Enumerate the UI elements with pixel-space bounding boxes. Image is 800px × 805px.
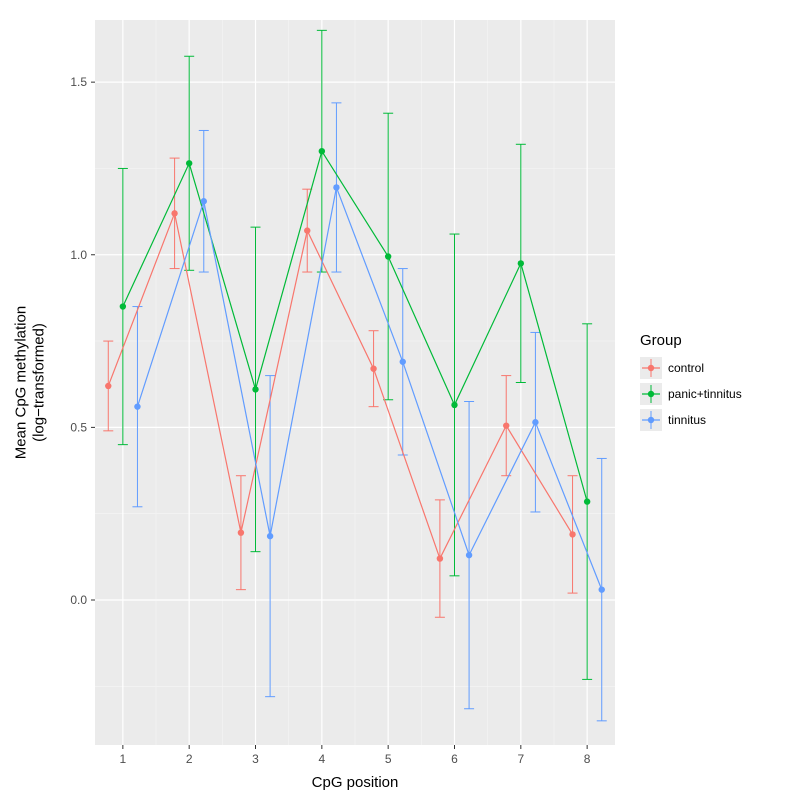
y-tick-label: 0.5 <box>70 420 87 434</box>
legend-key-point <box>648 365 654 371</box>
y-tick-label: 1.0 <box>70 248 87 262</box>
series-point <box>518 260 524 266</box>
series-point <box>333 184 339 190</box>
y-axis-title: Mean CpG methylation(log−transformed) <box>13 306 48 459</box>
series-point <box>319 148 325 154</box>
x-tick-label: 3 <box>252 752 259 766</box>
x-tick-label: 6 <box>451 752 458 766</box>
series-point <box>451 402 457 408</box>
y-tick-label: 0.0 <box>70 593 87 607</box>
series-point <box>370 365 376 371</box>
series-point <box>503 422 509 428</box>
legend-key-point <box>648 391 654 397</box>
x-tick-label: 1 <box>120 752 127 766</box>
series-point <box>105 383 111 389</box>
series-point <box>304 227 310 233</box>
series-point <box>120 303 126 309</box>
series-point <box>400 359 406 365</box>
x-axis-title: CpG position <box>312 774 399 791</box>
series-point <box>466 552 472 558</box>
series-point <box>385 253 391 259</box>
x-tick-label: 8 <box>584 752 591 766</box>
x-tick-label: 5 <box>385 752 392 766</box>
series-point <box>252 386 258 392</box>
series-point <box>267 533 273 539</box>
x-tick-label: 2 <box>186 752 193 766</box>
series-point <box>171 210 177 216</box>
methylation-line-chart: 1 2 3 4 5 6 7 8 0.0 0.5 1.0 1.5 CpG position Mean CpG… <box>0 0 800 805</box>
series-point <box>201 198 207 204</box>
series-point <box>532 419 538 425</box>
series-point <box>569 531 575 537</box>
series-point <box>186 160 192 166</box>
series-point <box>134 403 140 409</box>
series-point <box>584 498 590 504</box>
series-point <box>437 555 443 561</box>
y-tick-label: 1.5 <box>70 75 87 89</box>
series-point <box>238 529 244 535</box>
legend-item-label: control <box>668 361 704 375</box>
legend-item-label: panic+tinnitus <box>668 387 742 401</box>
x-tick-label: 7 <box>517 752 524 766</box>
legend-title: Group <box>640 332 682 349</box>
x-tick-label: 4 <box>318 752 325 766</box>
legend-item-label: tinnitus <box>668 413 706 427</box>
series-point <box>599 586 605 592</box>
legend-key-point <box>648 417 654 423</box>
